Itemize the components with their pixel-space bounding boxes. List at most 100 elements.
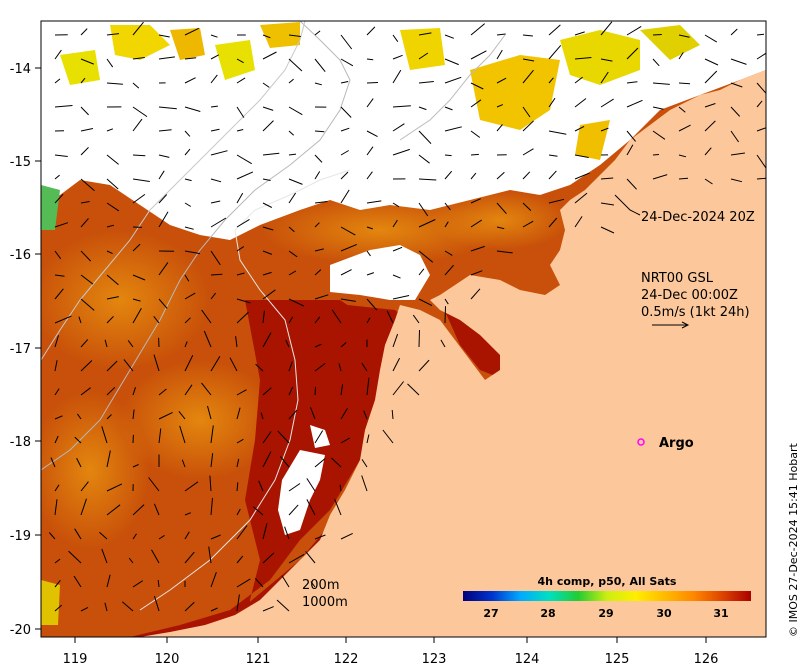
current-vector xyxy=(444,106,453,111)
current-vector xyxy=(203,330,212,348)
current-vector xyxy=(626,99,643,108)
current-vector xyxy=(54,78,61,84)
current-vector xyxy=(548,24,561,36)
current-vector xyxy=(338,363,342,372)
current-vector xyxy=(444,154,452,157)
current-vector xyxy=(444,306,446,324)
current-vector xyxy=(106,315,114,324)
current-vector xyxy=(158,534,165,540)
current-vector xyxy=(54,499,58,516)
current-vector xyxy=(132,154,146,157)
current-vector xyxy=(179,425,186,444)
current-vector xyxy=(730,28,738,36)
current-vector xyxy=(101,548,108,564)
current-vector xyxy=(418,359,430,372)
current-vector xyxy=(132,106,148,118)
current-vector xyxy=(184,354,194,372)
current-vector xyxy=(76,457,82,468)
current-vector xyxy=(288,504,299,516)
x-tick-label: 124 xyxy=(515,652,540,667)
current-vector xyxy=(236,58,244,64)
current-vector xyxy=(730,152,745,156)
cool-sst-patch xyxy=(41,185,60,230)
current-vector xyxy=(184,27,200,36)
current-vector xyxy=(652,154,660,156)
current-vector xyxy=(229,357,238,372)
current-vector xyxy=(262,51,277,60)
current-vector xyxy=(106,128,114,132)
current-vector xyxy=(54,579,61,588)
current-vector xyxy=(418,106,427,111)
current-vector xyxy=(704,70,718,84)
current-vector xyxy=(284,526,290,540)
current-vector xyxy=(392,381,404,396)
current-vector xyxy=(80,106,89,116)
current-vector xyxy=(392,219,398,228)
current-vector xyxy=(407,383,420,396)
current-vector xyxy=(132,580,143,588)
current-vector xyxy=(210,453,214,468)
current-vector xyxy=(314,458,326,468)
y-tick-label: -15 xyxy=(10,155,31,170)
current-vector xyxy=(678,82,691,85)
current-vectors xyxy=(48,21,766,612)
current-vector xyxy=(522,58,535,62)
colorbar-tick: 27 xyxy=(483,607,498,620)
current-vector xyxy=(418,130,432,144)
current-vector xyxy=(80,339,89,348)
current-vector xyxy=(288,553,305,564)
current-vector xyxy=(363,410,368,420)
current-vector xyxy=(184,481,199,492)
current-vector xyxy=(382,429,394,444)
current-vector xyxy=(361,475,368,492)
current-vector xyxy=(730,106,741,117)
current-vector xyxy=(756,82,766,94)
current-vector xyxy=(600,226,615,234)
current-vector xyxy=(153,354,160,372)
current-vector xyxy=(210,425,214,444)
current-vector xyxy=(54,288,64,300)
current-vector xyxy=(80,387,91,396)
current-scale-label: 0.5m/s (1kt 24h) xyxy=(641,305,750,320)
current-vector xyxy=(366,146,374,156)
current-vector xyxy=(184,341,188,348)
current-vector xyxy=(574,172,590,180)
current-vector xyxy=(392,246,403,252)
current-vector xyxy=(496,202,507,215)
current-vector xyxy=(80,274,94,285)
current-vector xyxy=(80,218,89,228)
current-vector xyxy=(184,384,193,396)
current-vector xyxy=(392,202,400,208)
current-vector xyxy=(210,105,218,108)
current-vector xyxy=(236,171,254,180)
current-vector xyxy=(288,250,298,258)
current-vector xyxy=(210,54,220,60)
current-vector xyxy=(132,57,145,60)
x-tick-label: 122 xyxy=(334,652,359,667)
current-vector xyxy=(106,224,115,228)
current-vector xyxy=(132,82,140,89)
colorbar-tick: 30 xyxy=(656,607,672,620)
current-vector xyxy=(99,531,108,540)
current-vector xyxy=(756,177,766,180)
current-vector xyxy=(288,409,298,420)
nearshore-warm-water xyxy=(130,300,395,637)
current-vector xyxy=(184,292,196,300)
current-vector xyxy=(236,311,249,324)
current-vector xyxy=(54,174,60,180)
cool-sst-patch xyxy=(260,22,300,48)
current-vector xyxy=(574,31,585,36)
current-vector xyxy=(181,459,186,468)
current-vector xyxy=(418,202,429,217)
current-vector xyxy=(236,389,247,396)
current-vector xyxy=(236,458,240,468)
plot-frame xyxy=(40,20,767,638)
current-vector xyxy=(418,298,433,307)
x-tick-label: 126 xyxy=(694,652,719,667)
current-vector xyxy=(600,58,613,62)
current-vector xyxy=(281,575,290,588)
current-vector xyxy=(106,386,116,396)
current-vector xyxy=(418,154,430,164)
current-vector xyxy=(366,171,373,180)
current-vector xyxy=(80,178,95,192)
